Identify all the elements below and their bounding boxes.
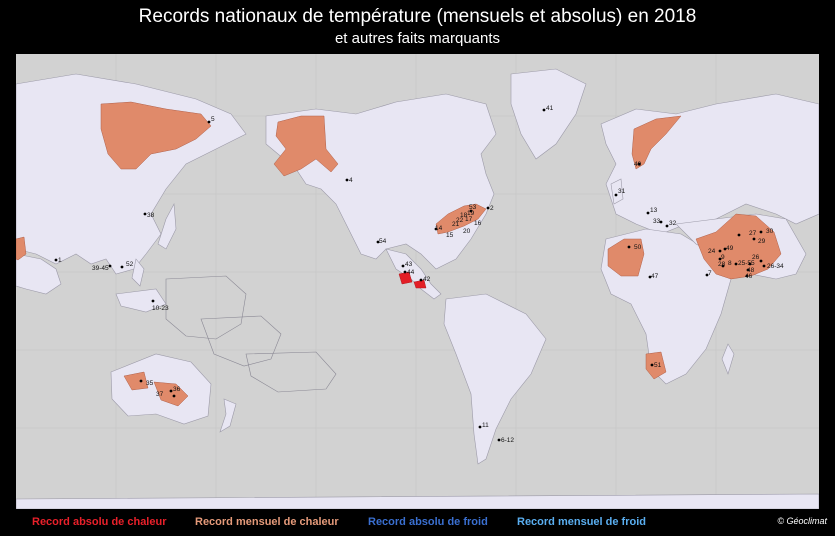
label-25-55: 25-55: [738, 260, 755, 267]
region-middle-east: [695, 213, 782, 280]
region-alaska: [273, 115, 339, 177]
label-13: 13: [650, 207, 658, 214]
label-7: 7: [708, 270, 712, 277]
label-24: 24: [708, 248, 716, 255]
region-scandinavia: [631, 115, 682, 170]
label-29: 29: [758, 238, 766, 245]
monthly-heat-regions: [16, 101, 782, 407]
label-40: 40: [634, 161, 642, 168]
label-36: 36: [173, 386, 181, 393]
label-20: 20: [463, 228, 471, 235]
label-11: 11: [482, 422, 489, 429]
label-38: 38: [147, 212, 155, 219]
label-46: 46: [745, 273, 753, 280]
label-48: 48: [747, 267, 755, 274]
label-52: 52: [126, 261, 134, 268]
label-35: 35: [146, 380, 154, 387]
region-south-asia-edge: [16, 236, 27, 261]
label-30: 30: [766, 228, 774, 235]
label-18: 18: [460, 212, 468, 219]
region-algeria: [607, 238, 645, 277]
label-26: 26: [752, 254, 760, 261]
label-39-45: 39-45: [92, 265, 109, 272]
philippines: [131, 258, 145, 287]
legend-absolute-cold: Record absolu de froid: [368, 516, 488, 528]
label-22: 22: [456, 217, 464, 224]
world-map: 5 4 41 40 31 13 33 32 27 29 30 24 49 9 2…: [16, 54, 819, 509]
label-14: 14: [435, 225, 443, 232]
uk: [610, 178, 624, 205]
label-27: 27: [749, 230, 757, 237]
label-21: 21: [452, 221, 460, 228]
label-53: 53: [469, 204, 477, 211]
label-19: 19: [467, 210, 475, 217]
credit: © Géoclimat: [777, 516, 827, 526]
region-east-siberia: [100, 101, 212, 170]
greenland: [510, 68, 587, 160]
label-31: 31: [618, 188, 626, 195]
record-points: [54, 108, 766, 442]
label-8: 8: [728, 260, 732, 267]
legend-absolute-heat: Record absolu de chaleur: [32, 516, 167, 528]
region-namibia: [645, 351, 667, 380]
label-17: 17: [465, 216, 473, 223]
label-54: 54: [379, 238, 387, 245]
region-us-northeast: [435, 203, 487, 235]
label-51: 51: [654, 362, 662, 369]
new-zealand: [219, 398, 237, 433]
region-australia-west: [123, 371, 149, 391]
label-5: 5: [211, 116, 215, 123]
label-26-34: 26-34: [767, 263, 784, 270]
label-10-23: 10-23: [152, 305, 169, 312]
label-49: 49: [726, 245, 734, 252]
label-42: 42: [423, 276, 431, 283]
label-2: 2: [490, 205, 494, 212]
label-41: 41: [546, 105, 554, 112]
antarctica: [16, 493, 819, 509]
japan: [157, 202, 177, 250]
label-50: 50: [634, 244, 642, 251]
south-asia-edge: [16, 253, 62, 295]
pacific-eez-outlines: [165, 275, 337, 393]
label-15: 15: [446, 232, 454, 239]
label-47: 47: [651, 273, 659, 280]
label-44: 44: [407, 269, 415, 276]
record-labels: 5 4 41 40 31 13 33 32 27 29 30 24 49 9 2…: [58, 105, 784, 444]
legend-monthly-heat: Record mensuel de chaleur: [195, 516, 339, 528]
south-america: [443, 293, 547, 465]
label-4: 4: [349, 177, 353, 184]
label-6-12: 6-12: [501, 437, 514, 444]
label-16: 16: [474, 220, 482, 227]
label-32: 32: [669, 220, 677, 227]
indonesia: [115, 288, 167, 313]
map-subtitle: et autres faits marquants: [334, 30, 501, 47]
map-title: Records nationaux de température (mensue…: [138, 6, 697, 27]
label-28: 28: [718, 261, 726, 268]
legend-monthly-cold: Record mensuel de froid: [517, 516, 646, 528]
label-9: 9: [721, 254, 725, 261]
region-australia-se: [153, 381, 189, 407]
label-37: 37: [156, 391, 164, 398]
label-43: 43: [405, 261, 413, 268]
madagascar: [721, 343, 735, 375]
label-33: 33: [653, 218, 661, 225]
label-1: 1: [58, 257, 62, 264]
